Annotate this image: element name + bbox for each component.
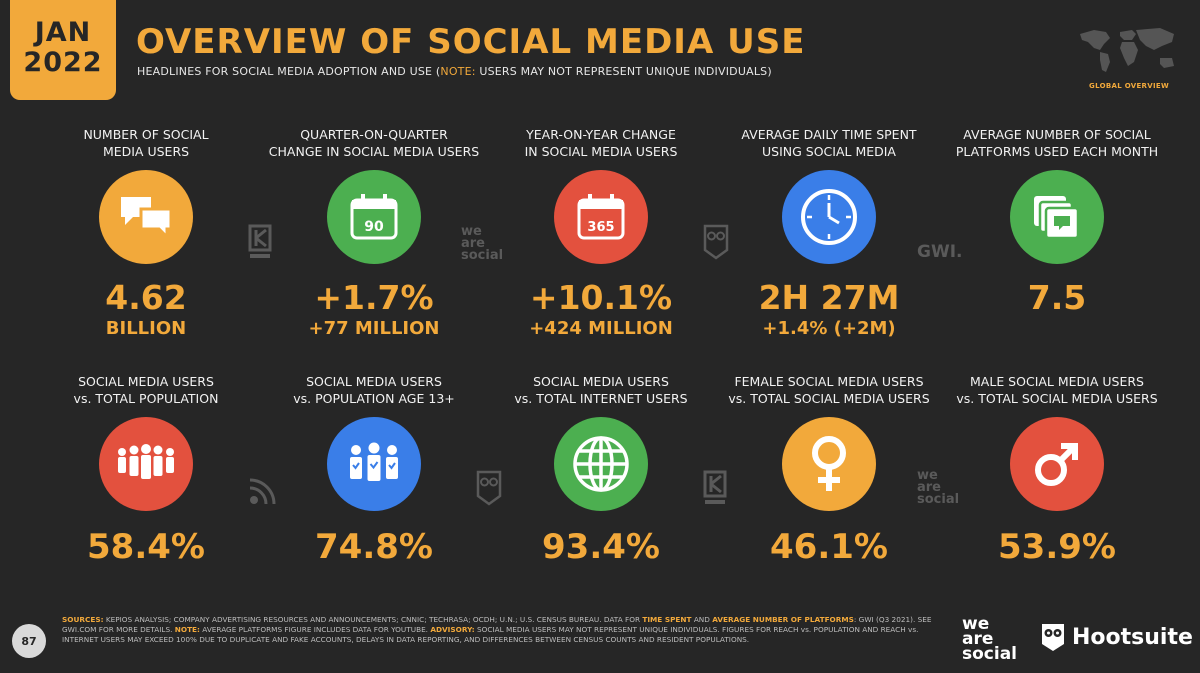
kepios-watermark-icon xyxy=(248,224,272,258)
speech-bubbles-icon xyxy=(99,170,193,264)
svg-text:365: 365 xyxy=(587,220,614,235)
gwi-watermark: GWI. xyxy=(917,242,963,262)
metric-label: AVERAGE NUMBER OF SOCIAL PLATFORMS USED E… xyxy=(955,127,1159,159)
metric-label: QUARTER-ON-QUARTER CHANGE IN SOCIAL MEDIA… xyxy=(268,127,480,159)
metric-vs-internet-users: SOCIAL MEDIA USERS vs. TOTAL INTERNET USE… xyxy=(488,373,714,565)
hootsuite-logo: Hootsuite xyxy=(1040,622,1193,652)
date-month: JAN xyxy=(34,17,92,48)
metric-value: 4.62 xyxy=(105,278,187,317)
we-are-social-watermark: we are social xyxy=(461,224,504,263)
metric-female-users: FEMALE SOCIAL MEDIA USERS vs. TOTAL SOCIA… xyxy=(716,373,942,565)
metric-value: 53.9% xyxy=(998,527,1116,567)
sources-footnote: SOURCES: KEPIOS ANALYSIS; COMPANY ADVERT… xyxy=(62,615,932,644)
metric-value: 2H 27M xyxy=(758,278,900,317)
metric-label: SOCIAL MEDIA USERS vs. POPULATION AGE 13+ xyxy=(293,374,455,406)
metric-social-media-users: NUMBER OF SOCIAL MEDIA USERS 4.62 BILLION xyxy=(33,126,259,340)
page-subtitle: HEADLINES FOR SOCIAL MEDIA ADOPTION AND … xyxy=(137,65,772,78)
metric-value: 46.1% xyxy=(770,527,888,567)
we-are-social-watermark: we are social xyxy=(917,468,960,507)
we-are-social-logo: we are social xyxy=(962,614,1018,664)
metric-avg-platforms: AVERAGE NUMBER OF SOCIAL PLATFORMS USED E… xyxy=(944,126,1170,318)
metric-qoq-change: QUARTER-ON-QUARTER CHANGE IN SOCIAL MEDIA… xyxy=(261,126,487,340)
metric-label: YEAR-ON-YEAR CHANGE IN SOCIAL MEDIA USERS xyxy=(524,127,678,159)
hootsuite-wordmark: Hootsuite xyxy=(1072,624,1193,650)
svg-text:90: 90 xyxy=(364,219,384,235)
kepios-watermark-icon xyxy=(703,470,727,504)
page-number: 87 xyxy=(12,624,46,658)
metric-label: NUMBER OF SOCIAL MEDIA USERS xyxy=(83,127,209,159)
metric-sub: +77 MILLION xyxy=(308,318,440,339)
metric-vs-population-13: SOCIAL MEDIA USERS vs. POPULATION AGE 13+… xyxy=(261,373,487,565)
broadcast-watermark-icon xyxy=(249,478,276,505)
male-symbol-icon xyxy=(1010,417,1104,511)
metric-vs-total-population: SOCIAL MEDIA USERS vs. TOTAL POPULATION 5… xyxy=(33,373,259,565)
hootsuite-owl-watermark-icon xyxy=(476,470,502,506)
stacked-chat-icon xyxy=(1010,170,1104,264)
metric-sub: +424 MILLION xyxy=(529,318,673,339)
metric-label: FEMALE SOCIAL MEDIA USERS vs. TOTAL SOCIA… xyxy=(728,374,930,406)
globe-icon xyxy=(554,417,648,511)
metric-yoy-change: YEAR-ON-YEAR CHANGE IN SOCIAL MEDIA USERS… xyxy=(488,126,714,340)
global-overview-label: GLOBAL OVERVIEW xyxy=(1089,82,1169,90)
metric-value: 74.8% xyxy=(315,527,433,567)
clock-icon xyxy=(782,170,876,264)
metric-male-users: MALE SOCIAL MEDIA USERS vs. TOTAL SOCIAL … xyxy=(944,373,1170,565)
calendar-icon: 90 xyxy=(327,170,421,264)
metric-sub: +1.4% (+2M) xyxy=(762,318,896,339)
date-badge: JAN 2022 xyxy=(10,0,116,100)
metric-value: 58.4% xyxy=(87,527,205,567)
metric-value: 93.4% xyxy=(542,527,660,567)
metric-daily-time: AVERAGE DAILY TIME SPENT USING SOCIAL MED… xyxy=(716,126,942,340)
metric-value: 7.5 xyxy=(1027,278,1087,317)
calendar-icon: 365 xyxy=(554,170,648,264)
metric-value: +10.1% xyxy=(529,278,673,317)
metric-label: MALE SOCIAL MEDIA USERS vs. TOTAL SOCIAL … xyxy=(956,374,1158,406)
page-title: OVERVIEW OF SOCIAL MEDIA USE xyxy=(136,22,806,62)
verified-people-icon xyxy=(327,417,421,511)
hootsuite-owl-icon xyxy=(1042,624,1064,651)
metric-label: AVERAGE DAILY TIME SPENT USING SOCIAL MED… xyxy=(741,127,917,159)
female-symbol-icon xyxy=(782,417,876,511)
crowd-icon xyxy=(99,417,193,511)
date-year: 2022 xyxy=(23,47,103,78)
metric-sub: BILLION xyxy=(105,318,187,339)
metric-value: +1.7% xyxy=(314,278,434,317)
metric-label: SOCIAL MEDIA USERS vs. TOTAL POPULATION xyxy=(73,374,219,406)
hootsuite-owl-watermark-icon xyxy=(703,224,729,260)
metric-label: SOCIAL MEDIA USERS vs. TOTAL INTERNET USE… xyxy=(514,374,688,406)
world-map-icon xyxy=(1080,28,1174,72)
